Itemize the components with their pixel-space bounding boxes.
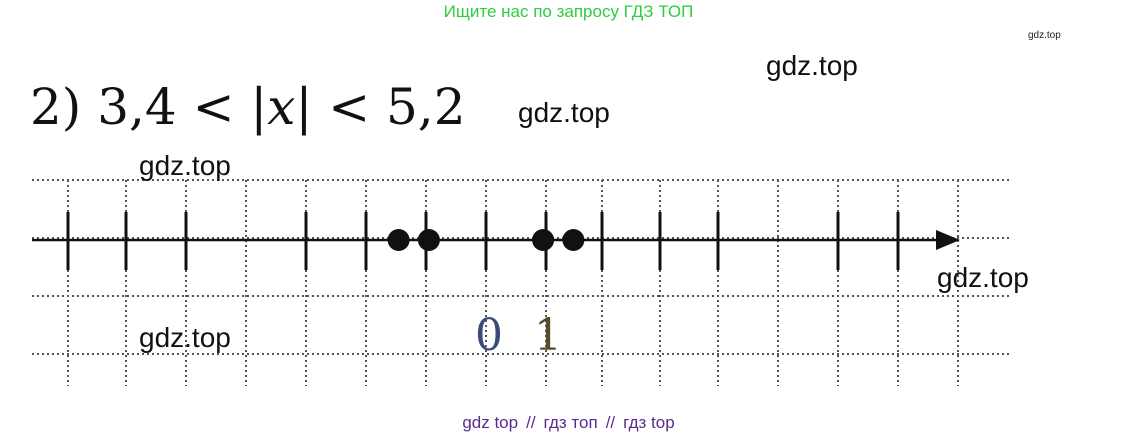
task-prefix: 2) 3,4 < | <box>30 78 268 136</box>
search-banner: Ищите нас по запросу ГДЗ ТОП <box>443 2 694 21</box>
footer-link-2[interactable]: гдз топ <box>543 413 598 432</box>
corner-watermark: gdz.top <box>1028 30 1061 41</box>
marked-point <box>532 229 555 251</box>
watermark-2: gdz.top <box>518 97 610 128</box>
footer-separator: // <box>526 413 536 432</box>
marked-point <box>562 229 585 251</box>
footer-links: gdz top // гдз топ // гдз top <box>0 413 1137 433</box>
marked-point <box>417 229 440 251</box>
marked-points <box>387 229 585 251</box>
marked-point <box>387 229 410 251</box>
watermark-1: gdz.top <box>766 50 858 81</box>
footer-separator: // <box>605 413 616 432</box>
dotted-grid <box>32 179 1012 386</box>
axis-ticks <box>66 212 900 270</box>
footer-link-1[interactable]: gdz top <box>462 413 519 432</box>
one-label: 1 <box>534 310 562 361</box>
watermark-4: gdz.top <box>937 262 1029 293</box>
zero-label: 0 <box>475 310 503 361</box>
footer-link-3[interactable]: гдз top <box>623 413 675 432</box>
task-variable: x <box>267 78 296 136</box>
watermark-3: gdz.top <box>139 150 231 181</box>
axis-arrow <box>936 230 960 250</box>
task-inequality: 2) 3,4 < |x| < 5,2 <box>30 78 466 136</box>
watermark-5: gdz.top <box>139 322 231 353</box>
task-suffix: | < 5,2 <box>295 78 466 136</box>
